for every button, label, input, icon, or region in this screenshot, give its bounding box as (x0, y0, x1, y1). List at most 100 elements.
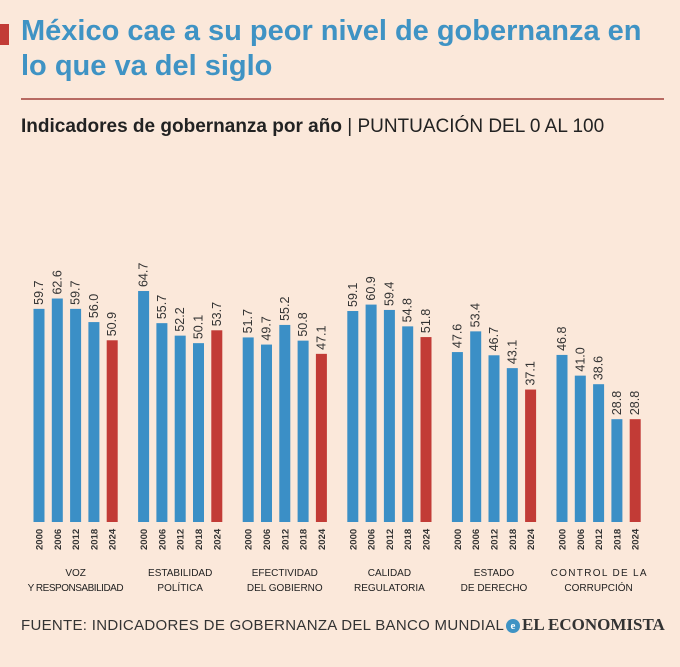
data-label: 59.1 (346, 283, 360, 307)
bar (574, 375, 586, 522)
bar (211, 330, 223, 522)
bar (506, 368, 518, 522)
data-label: 52.2 (173, 307, 187, 331)
bar (88, 322, 100, 522)
data-label: 38.6 (592, 356, 606, 380)
bar (383, 309, 395, 522)
bar (138, 291, 150, 522)
data-label: 51.8 (419, 309, 433, 333)
data-label: 43.1 (505, 340, 519, 364)
bar (451, 352, 463, 522)
category-label: VOZ (65, 568, 86, 579)
year-tick-label: 2006 (576, 529, 587, 550)
brand-name: EL ECONOMISTA (522, 615, 665, 634)
year-tick-label: 2006 (53, 529, 64, 550)
year-tick-label: 2018 (403, 529, 414, 550)
data-label: 55.2 (278, 297, 292, 321)
subtitle-units: | PUNTUACIÓN DEL 0 AL 100 (341, 116, 605, 137)
data-label: 46.8 (555, 327, 569, 351)
year-tick-label: 2024 (526, 528, 537, 550)
bar (297, 340, 309, 522)
data-label: 59.4 (382, 282, 396, 306)
year-tick-label: 2018 (299, 529, 310, 550)
year-tick-label: 2000 (244, 529, 255, 550)
category-label: Y RESPONSABILIDAD (28, 583, 124, 594)
data-label: 50.1 (192, 315, 206, 339)
brand-icon: e (506, 619, 520, 633)
bar (470, 331, 482, 522)
bar (420, 337, 432, 522)
year-tick-label: 2012 (280, 529, 291, 550)
data-label: 50.8 (296, 312, 310, 336)
category-label: EFECTIVIDAD (252, 568, 318, 579)
data-label: 49.7 (260, 316, 274, 340)
year-tick-label: 2012 (176, 529, 187, 550)
data-label: 46.7 (487, 327, 501, 351)
bar (402, 326, 414, 522)
year-tick-label: 2012 (71, 529, 82, 550)
data-label: 41.0 (573, 347, 587, 371)
year-tick-label: 2018 (194, 529, 205, 550)
year-tick-label: 2000 (558, 529, 569, 550)
data-label: 56.0 (87, 294, 101, 318)
category-label: POLÍTICA (157, 581, 203, 594)
bar (347, 311, 359, 522)
year-tick-label: 2018 (612, 529, 623, 550)
year-tick-label: 2006 (157, 529, 168, 550)
data-label: 28.8 (610, 391, 624, 415)
data-label: 47.6 (450, 324, 464, 348)
data-label: 55.7 (155, 295, 169, 319)
category-label: CONTROL DE LA (551, 568, 647, 579)
category-label: DEL GOBIERNO (247, 583, 323, 594)
data-label: 64.7 (137, 263, 151, 287)
data-label: 53.7 (210, 302, 224, 326)
category-label: ESTABILIDAD (148, 568, 212, 579)
data-label: 28.8 (628, 391, 642, 415)
bar (242, 337, 254, 522)
year-tick-label: 2018 (89, 529, 100, 550)
bar (593, 384, 605, 522)
data-label: 37.1 (524, 361, 538, 385)
data-label: 60.9 (364, 276, 378, 300)
headline: México cae a su peor nivel de gobernanza… (21, 15, 642, 82)
year-tick-label: 2000 (453, 529, 464, 550)
year-tick-label: 2024 (422, 528, 433, 550)
bar (556, 354, 568, 522)
divider (21, 98, 664, 100)
data-label: 62.6 (50, 270, 64, 294)
bar (70, 308, 82, 522)
bar (261, 344, 272, 522)
data-label: 47.1 (314, 325, 328, 349)
year-tick-label: 2006 (471, 529, 482, 550)
bar (174, 335, 186, 522)
bar (156, 323, 168, 522)
year-tick-label: 2024 (108, 528, 119, 550)
category-label: DE DERECHO (461, 583, 528, 594)
year-tick-label: 2024 (212, 528, 223, 550)
bar (279, 324, 291, 522)
data-label: 53.4 (469, 303, 483, 327)
source-footer: FUENTE: INDICADORES DE GOBERNANZA DEL BA… (21, 617, 505, 634)
category-label: REGULATORIA (354, 583, 425, 594)
bar (525, 389, 537, 522)
year-tick-label: 2006 (367, 529, 378, 550)
data-label: 50.9 (105, 312, 119, 336)
bar (611, 419, 623, 522)
year-tick-label: 2012 (594, 529, 605, 550)
year-tick-label: 2018 (508, 529, 519, 550)
bar (365, 304, 377, 522)
bar (106, 340, 118, 522)
year-tick-label: 2000 (348, 529, 359, 550)
bar (315, 353, 327, 522)
year-tick-label: 2000 (35, 529, 46, 550)
year-tick-label: 2006 (262, 529, 273, 550)
subtitle: Indicadores de gobernanza por año | PUNT… (21, 112, 661, 141)
subtitle-bold: Indicadores de gobernanza por año (21, 116, 342, 137)
category-label: CALIDAD (368, 568, 411, 579)
bar (193, 343, 204, 522)
year-tick-label: 2000 (139, 529, 150, 550)
year-tick-label: 2024 (631, 528, 642, 550)
bar (33, 308, 45, 522)
